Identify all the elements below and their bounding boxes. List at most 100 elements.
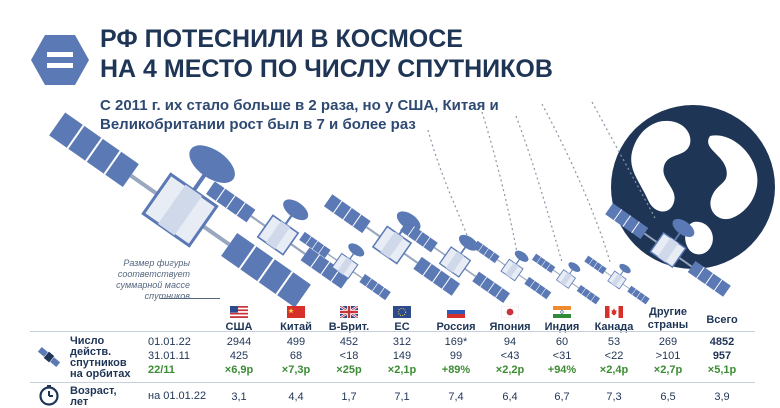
satellite-main-icon [49, 112, 311, 308]
date-2022-label: 01.01.22 [148, 336, 191, 348]
value-2011: >101 [655, 350, 681, 362]
title-line-2: НА 4 МЕСТО ПО ЧИСЛУ СПУТНИКОВ [100, 55, 553, 83]
age-value: 6,7 [554, 391, 570, 403]
value-2022: 312 [392, 336, 412, 348]
growth-value: +89% [441, 364, 471, 376]
equals-logo-icon [31, 35, 89, 85]
value-2022: 2944 [226, 336, 252, 348]
flag-jp-icon [501, 306, 519, 318]
count-label-line: спутников [70, 357, 127, 369]
row-separator [30, 331, 755, 332]
column-header: Всего [694, 306, 750, 334]
flag-in-icon [553, 306, 571, 318]
growth-value: ×7,3р [281, 364, 311, 376]
value-2011: 957 [712, 350, 732, 362]
growth-value: +94% [547, 364, 577, 376]
value-2011: 425 [229, 350, 249, 362]
column-name: Другие страны [647, 306, 689, 331]
row-separator [30, 382, 755, 383]
satellite-others-icon [605, 203, 731, 297]
growth-value: ×2,2р [495, 364, 525, 376]
date-2011-label: 31.01.11 [148, 350, 191, 362]
count-label-line: на орбитах [70, 368, 131, 380]
flag-ru-icon [447, 306, 465, 318]
column-header: В-Брит. [321, 306, 377, 334]
column-header: Другие страны [640, 306, 696, 334]
satellite-uk-icon [299, 231, 391, 301]
age-value: 7,1 [394, 391, 410, 403]
growth-value: ×2,1р [387, 364, 417, 376]
column-header: Япония [482, 306, 538, 334]
age-label-line: Возраст, [70, 385, 117, 397]
subtitle: С 2011 г. их стало больше в 2 раза, но у… [100, 96, 499, 134]
value-2022: 94 [503, 336, 517, 348]
note-leader-line [160, 298, 220, 300]
count-label-line: действ. [70, 346, 112, 358]
value-2022: 4852 [709, 336, 735, 348]
growth-value: ×5,1р [707, 364, 737, 376]
value-2011: <18 [339, 350, 359, 362]
column-name: Канада [594, 321, 634, 333]
clock-icon [39, 385, 59, 406]
value-2011: <43 [500, 350, 520, 362]
satellite-group [49, 112, 731, 308]
value-2022: 53 [607, 336, 621, 348]
value-2011: <31 [552, 350, 572, 362]
flag-cn-icon [287, 306, 305, 318]
value-2011: 99 [449, 350, 463, 362]
column-header: Индия [534, 306, 590, 334]
value-2022: 60 [555, 336, 569, 348]
value-2022: 452 [339, 336, 359, 348]
column-name: Всего [706, 314, 738, 326]
count-label-line: Число [70, 335, 105, 347]
satellite-canada-icon [584, 255, 650, 305]
flag-ca-icon [605, 306, 623, 318]
satellite-japan-icon [472, 240, 552, 300]
subtitle-line-1: С 2011 г. их стало больше в 2 раза, но у… [100, 97, 499, 114]
age-value: 6,5 [660, 391, 676, 403]
growth-value: ×25р [336, 364, 362, 376]
column-header: США [211, 306, 267, 334]
count-row-label: Число действ. спутников на орбитах [70, 336, 130, 380]
growth-value: ×6,9р [224, 364, 254, 376]
column-name: Индия [544, 321, 580, 333]
column-name: Япония [489, 321, 531, 333]
flag-gb-icon [340, 306, 358, 318]
value-2022: 269 [658, 336, 678, 348]
column-name: В-Брит. [328, 321, 370, 333]
age-value: 7,3 [606, 391, 622, 403]
flag-eu-icon [393, 306, 411, 318]
value-2022: 169* [444, 336, 468, 348]
column-header: ЕС [374, 306, 430, 334]
age-row-label: Возраст, лет [70, 386, 117, 408]
subtitle-line-2: Великобритании рост был в 7 и более раз [100, 116, 416, 133]
satellite-india-icon [531, 253, 601, 305]
page-title: РФ ПОТЕСНИЛИ В КОСМОСЕ НА 4 МЕСТО ПО ЧИС… [100, 24, 553, 84]
column-name: Китай [280, 321, 312, 333]
age-value: 7,4 [448, 391, 464, 403]
column-name: Россия [436, 321, 476, 333]
value-2011: 68 [289, 350, 303, 362]
age-value: 6,4 [502, 391, 518, 403]
satellite-russia-icon [400, 221, 510, 303]
age-date-label: на 01.01.22 [148, 390, 207, 402]
globe-icon [611, 105, 775, 269]
growth-label: 22/11 [148, 364, 175, 376]
growth-value: ×2,4р [599, 364, 629, 376]
title-line-1: РФ ПОТЕСНИЛИ В КОСМОСЕ [100, 25, 463, 53]
column-header: Канада [586, 306, 642, 334]
age-value: 1,7 [341, 391, 357, 403]
satellite-icon [37, 346, 61, 368]
column-name: США [225, 321, 253, 333]
value-2011: <22 [604, 350, 624, 362]
age-value: 3,9 [714, 391, 730, 403]
column-header: Россия [428, 306, 484, 334]
age-label-line: лет [70, 396, 89, 408]
value-2022: 499 [286, 336, 306, 348]
value-2011: 149 [392, 350, 412, 362]
column-name: ЕС [394, 321, 410, 333]
growth-value: ×2,7р [653, 364, 683, 376]
age-value: 4,4 [288, 391, 304, 403]
